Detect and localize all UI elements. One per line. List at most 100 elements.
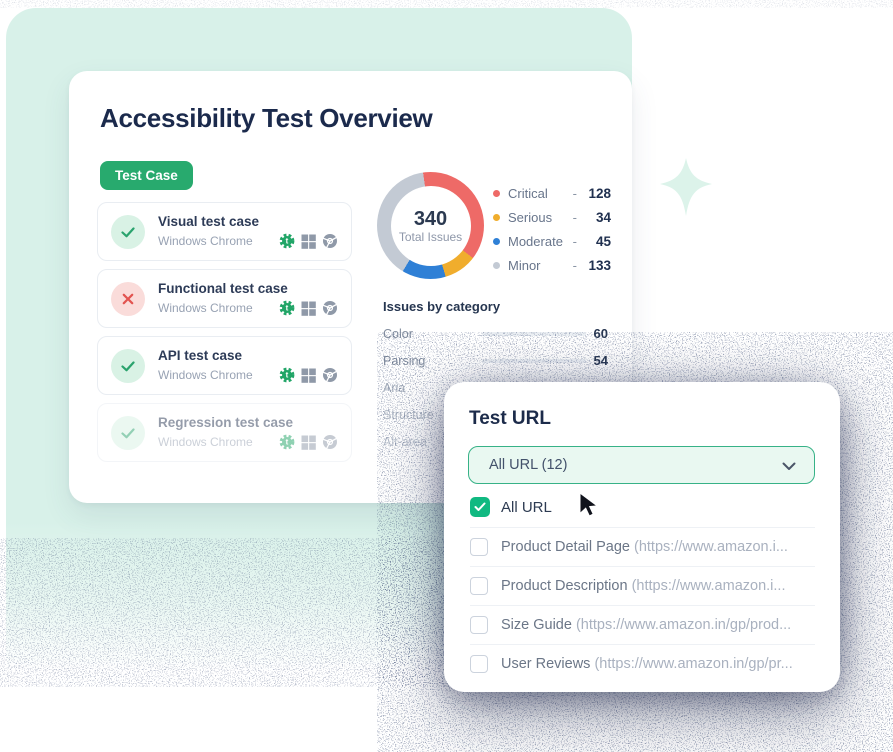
- issues-donut-chart: 340 Total Issues: [377, 172, 484, 279]
- url-list-item[interactable]: Product Description (https://www.amazon.…: [470, 566, 815, 605]
- windows-icon: [301, 435, 316, 450]
- test-case-card[interactable]: Functional test case Windows Chrome t: [97, 269, 352, 328]
- windows-icon: [301, 234, 316, 249]
- windows-icon: [301, 368, 316, 383]
- legend-value: 128: [588, 185, 611, 201]
- platform-icons: t: [279, 434, 338, 450]
- gear-tool-icon: t: [279, 434, 295, 450]
- legend-color-dot: [493, 237, 500, 245]
- status-icon: [111, 416, 145, 450]
- unchecked-checkbox[interactable]: [470, 616, 488, 634]
- check-icon: [121, 226, 135, 237]
- total-issues-label: Total Issues: [398, 229, 463, 244]
- status-icon: [111, 215, 145, 249]
- status-icon: [111, 349, 145, 383]
- test-url-panel: Test URL All URL (12) All URL Product De…: [444, 382, 840, 692]
- url-item-list: Product Detail Page (https://www.amazon.…: [470, 527, 815, 683]
- check-icon: [121, 427, 135, 438]
- test-case-name: Regression test case: [158, 415, 294, 430]
- unchecked-checkbox[interactable]: [470, 538, 488, 556]
- chrome-icon: [322, 234, 338, 249]
- legend-color-dot: [493, 213, 500, 221]
- gear-tool-icon: t: [279, 233, 295, 249]
- svg-text:t: t: [286, 304, 289, 313]
- legend-value: 133: [588, 257, 611, 273]
- legend-row: Serious - 34: [493, 205, 611, 229]
- legend-value: 45: [595, 233, 611, 249]
- url-list-item[interactable]: Size Guide (https://www.amazon.in/gp/pro…: [470, 605, 815, 644]
- category-row: Parsing 54: [383, 348, 611, 375]
- chrome-icon: [322, 368, 338, 383]
- test-case-name: API test case: [158, 348, 243, 363]
- unchecked-checkbox[interactable]: [470, 577, 488, 595]
- category-bar-track: [482, 332, 586, 336]
- test-case-environment: Windows Chrome: [158, 234, 253, 248]
- diamond-decoration-icon: [660, 158, 712, 216]
- test-case-name: Functional test case: [158, 281, 288, 296]
- url-item-address: (https://www.amazon.i...: [631, 578, 786, 594]
- select-all-url-row[interactable]: All URL: [470, 497, 552, 517]
- gear-tool-icon: t: [279, 367, 295, 383]
- legend-dash: -: [572, 185, 577, 201]
- unchecked-checkbox[interactable]: [470, 655, 488, 673]
- platform-icons: t: [279, 233, 338, 249]
- legend-label: Minor: [508, 257, 541, 273]
- legend-dash: -: [572, 233, 577, 249]
- gear-tool-icon: t: [279, 300, 295, 316]
- test-case-button[interactable]: Test Case: [100, 161, 193, 190]
- x-icon: [122, 293, 134, 305]
- legend-dash: -: [572, 257, 577, 273]
- url-list-item[interactable]: Product Detail Page (https://www.amazon.…: [470, 527, 815, 566]
- check-icon: [121, 360, 135, 371]
- legend-row: Moderate - 45: [493, 229, 611, 253]
- legend-label: Critical: [508, 185, 548, 201]
- category-value: 60: [593, 326, 608, 341]
- issues-by-category-heading: Issues by category: [383, 299, 501, 314]
- category-value: 54: [593, 353, 608, 368]
- category-label: Parsing: [383, 354, 426, 368]
- url-item-name: Product Detail Page: [501, 539, 630, 555]
- test-case-card[interactable]: Visual test case Windows Chrome t: [97, 202, 352, 261]
- url-item-name: Size Guide: [501, 617, 572, 633]
- category-row: Aria: [383, 375, 611, 402]
- url-dropdown[interactable]: All URL (12): [468, 446, 815, 484]
- category-row: Color 60: [383, 321, 611, 348]
- test-url-heading: Test URL: [469, 408, 551, 429]
- category-bar-track: [482, 359, 586, 363]
- category-label: Structure: [383, 408, 434, 422]
- check-icon: [474, 502, 486, 511]
- url-item-name: User Reviews: [501, 656, 591, 672]
- legend-value: 34: [595, 209, 611, 225]
- svg-text:t: t: [286, 371, 289, 380]
- chrome-icon: [322, 301, 338, 316]
- total-issues-value: 340: [413, 207, 448, 230]
- category-label: Alt-area: [383, 435, 427, 449]
- mouse-cursor-icon: [579, 492, 599, 517]
- donut-legend: Critical - 128 Serious - 34 Moderate - 4…: [493, 181, 611, 277]
- legend-dash: -: [572, 209, 577, 225]
- test-case-name: Visual test case: [158, 214, 260, 229]
- legend-label: Moderate: [508, 233, 563, 249]
- legend-label: Serious: [508, 209, 553, 225]
- url-list-item[interactable]: User Reviews (https://www.amazon.in/gp/p…: [470, 644, 815, 683]
- legend-row: Critical - 128: [493, 181, 611, 205]
- test-case-environment: Windows Chrome: [158, 368, 253, 382]
- legend-row: Minor - 133: [493, 253, 611, 277]
- select-all-url-label: All URL: [501, 498, 552, 516]
- donut-center: 340 Total Issues: [390, 185, 471, 266]
- category-label: Color: [383, 327, 413, 341]
- svg-text:t: t: [286, 237, 289, 246]
- test-case-list: Visual test case Windows Chrome t: [97, 202, 352, 470]
- test-case-card[interactable]: Regression test case Windows Chrome t: [97, 403, 352, 462]
- accessibility-overview-card: Accessibility Test Overview Test Case Vi…: [69, 71, 632, 503]
- url-dropdown-value: All URL (12): [489, 457, 568, 473]
- test-case-environment: Windows Chrome: [158, 435, 253, 449]
- svg-text:t: t: [286, 438, 289, 447]
- page-title: Accessibility Test Overview: [100, 103, 433, 133]
- url-item-name: Product Description: [501, 578, 628, 594]
- checked-checkbox[interactable]: [470, 497, 490, 517]
- test-case-card[interactable]: API test case Windows Chrome t: [97, 336, 352, 395]
- status-icon: [111, 282, 145, 316]
- chevron-down-icon: [782, 462, 796, 470]
- url-item-address: (https://www.amazon.in/gp/prod...: [575, 617, 792, 633]
